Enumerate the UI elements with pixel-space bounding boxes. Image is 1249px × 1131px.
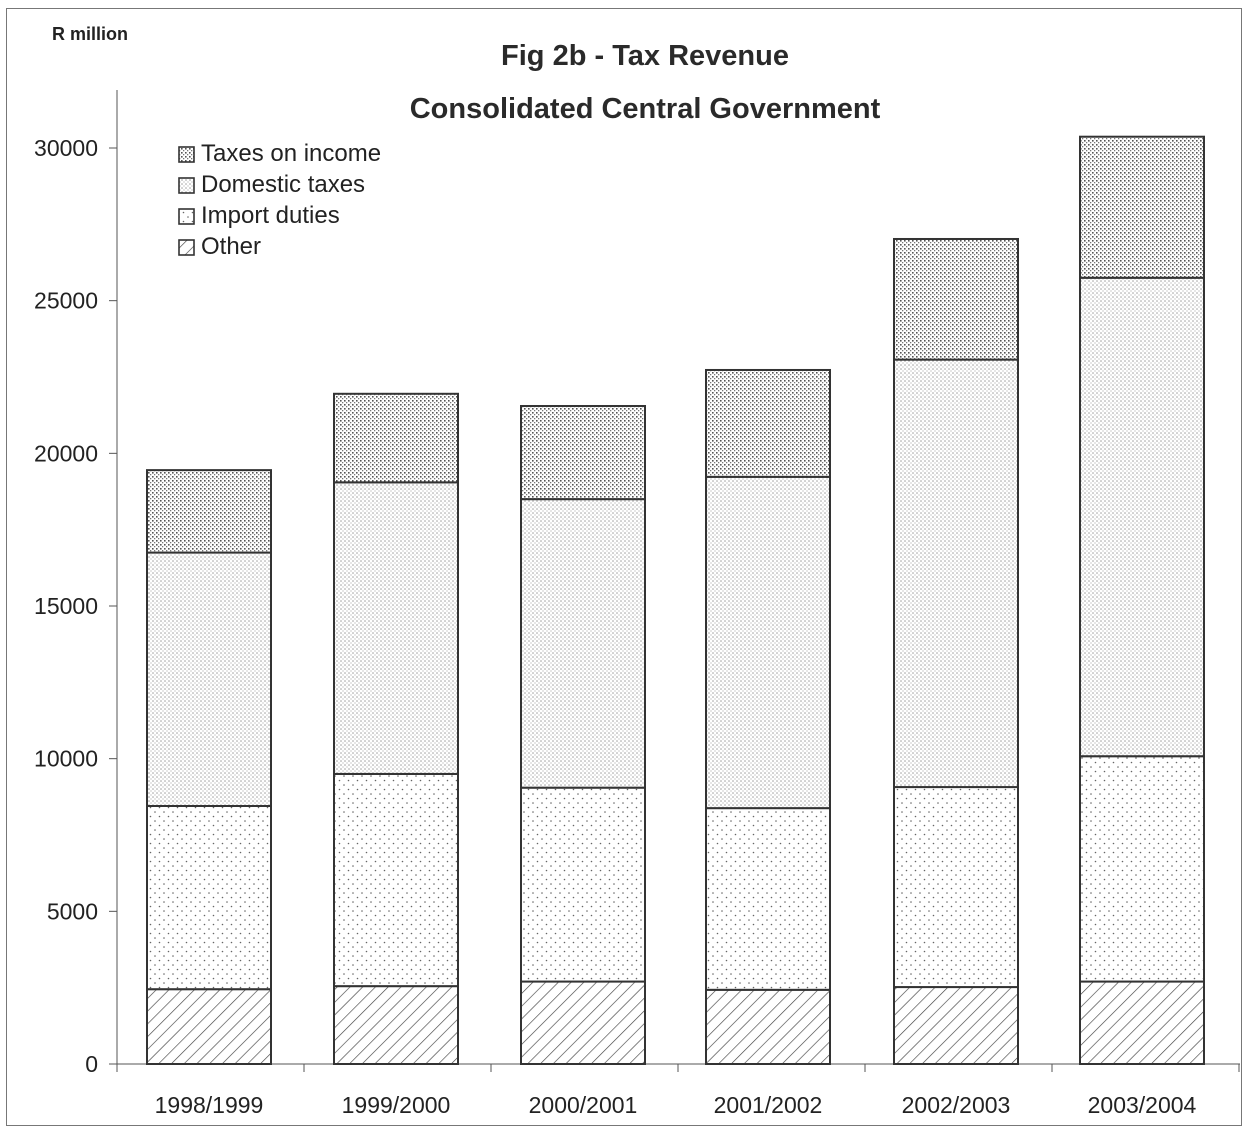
x-tick-label: 1998/1999: [155, 1092, 264, 1118]
bar-segment-taxes-on-income: [520, 405, 646, 501]
bar-segment-import-duties: [520, 786, 646, 983]
bar-segment-import-duties: [146, 804, 272, 991]
y-tick-label: 25000: [34, 288, 98, 314]
y-tick-label: 30000: [34, 135, 98, 161]
y-tick-label: 5000: [47, 898, 98, 924]
y-axis-unit-label: R million: [52, 24, 128, 44]
chart-title: Fig 2b - Tax Revenue: [501, 40, 789, 72]
bar-segment-import-duties: [893, 786, 1019, 989]
bar-segment-other: [520, 980, 646, 1065]
chart-subtitle: Consolidated Central Government: [409, 93, 881, 125]
x-tick-label: 2003/2004: [1088, 1092, 1197, 1118]
bar-segment-taxes-on-income: [893, 237, 1019, 361]
x-tick-label: 2000/2001: [529, 1092, 638, 1118]
bar-segment-import-duties: [705, 807, 831, 991]
legend-swatch: [178, 238, 195, 256]
bar-segment-domestic-taxes: [893, 358, 1019, 789]
bar-segment-domestic-taxes: [520, 498, 646, 789]
bar-segment-other: [1079, 980, 1205, 1065]
x-tick-label: 2001/2002: [714, 1092, 823, 1118]
bar-segment-taxes-on-income: [146, 469, 272, 554]
legend-swatch: [178, 176, 195, 194]
legend-label: Other: [201, 232, 262, 260]
bar-segment-domestic-taxes: [333, 481, 459, 775]
bar-segment-taxes-on-income: [1079, 135, 1205, 279]
bar-segment-other: [705, 988, 831, 1066]
legend-label: Domestic taxes: [201, 170, 366, 198]
bar-segment-taxes-on-income: [705, 368, 831, 478]
y-tick-label: 15000: [34, 593, 98, 619]
bar-segment-import-duties: [1079, 755, 1205, 983]
legend: Taxes on income Domestic taxes Import duti…: [177, 138, 381, 262]
legend-swatch: [178, 207, 195, 225]
x-tick-label: 2002/2003: [902, 1092, 1011, 1118]
legend-item-import-duties: Import duties: [177, 200, 381, 231]
bar-segment-other: [146, 988, 272, 1066]
bar-segment-domestic-taxes: [705, 475, 831, 810]
bar-segment-domestic-taxes: [1079, 276, 1205, 758]
bar-segment-other: [333, 985, 459, 1066]
bar-segment-domestic-taxes: [146, 551, 272, 807]
legend-label: Taxes on income: [201, 139, 382, 167]
y-tick-label: 10000: [34, 746, 98, 772]
bar-segment-other: [893, 986, 1019, 1066]
legend-item-domestic-taxes: Domestic taxes: [177, 169, 381, 200]
bar-segment-taxes-on-income: [333, 392, 459, 484]
legend-item-other: Other: [177, 231, 381, 262]
y-tick-label: 0: [85, 1051, 98, 1077]
bar-segment-import-duties: [333, 772, 459, 988]
y-tick-label: 20000: [34, 440, 98, 466]
legend-item-taxes-on-income: Taxes on income: [177, 138, 381, 169]
legend-label: Import duties: [201, 201, 340, 229]
legend-swatch: [178, 145, 195, 163]
chart-frame: [6, 8, 1242, 1126]
x-tick-label: 1999/2000: [342, 1092, 451, 1118]
